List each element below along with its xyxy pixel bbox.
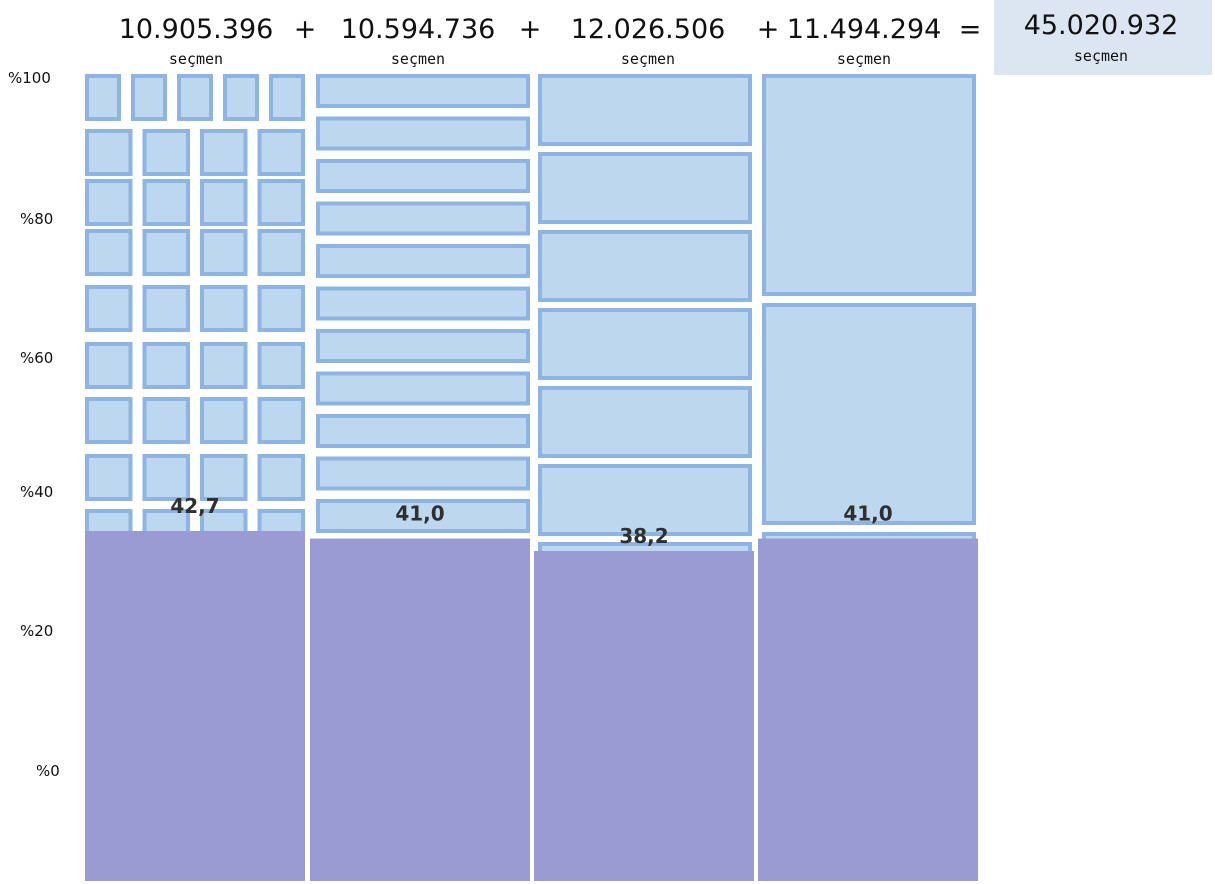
- unit-cell: [142, 342, 190, 389]
- unit-cell: [257, 454, 305, 501]
- unit-cell: [762, 74, 976, 296]
- unit-cell: [257, 342, 305, 389]
- unit-cell: [200, 179, 248, 226]
- unit-cell: [257, 397, 305, 444]
- unit-cell: [316, 244, 530, 278]
- y-tick-label: %0: [36, 762, 60, 780]
- unit-cell: [177, 74, 213, 121]
- unit-cell: [131, 74, 167, 121]
- unit-cell: [85, 229, 133, 276]
- y-tick-label: %60: [20, 349, 53, 367]
- unit-cell: [316, 371, 530, 406]
- unit-cell: [538, 386, 752, 458]
- data-label: 38,2: [619, 524, 668, 548]
- unit-cell: [200, 129, 248, 176]
- unit-cell: [538, 74, 752, 146]
- unit-cell: [257, 229, 305, 276]
- unit-cell: [762, 303, 976, 525]
- total-value: 45.020.932: [1024, 10, 1179, 41]
- category-label-4: 11.494.294: [787, 14, 942, 45]
- unit-cell: [269, 74, 305, 121]
- category-sublabel-4: seçmen: [837, 50, 891, 68]
- data-label: 42,7: [170, 494, 219, 518]
- plus-sign-2: +: [519, 14, 542, 45]
- bar: [310, 538, 530, 881]
- unit-cell: [85, 454, 133, 501]
- y-tick-label: %100: [8, 69, 51, 87]
- unit-cell: [200, 397, 248, 444]
- category-sublabel-1: seçmen: [169, 50, 223, 68]
- unit-cell: [200, 285, 248, 332]
- category-sublabel-3: seçmen: [621, 50, 675, 68]
- unit-cell: [316, 159, 530, 193]
- unit-cell: [142, 397, 190, 444]
- category-label-1: 10.905.396: [119, 14, 274, 45]
- unit-cell: [316, 456, 530, 491]
- bar: [85, 530, 305, 881]
- bar: [534, 551, 754, 881]
- unit-cell: [85, 285, 133, 332]
- unit-cell: [316, 499, 530, 533]
- plus-sign-3: +: [757, 14, 780, 45]
- unit-cell: [142, 179, 190, 226]
- bar: [758, 538, 978, 881]
- unit-cell: [257, 129, 305, 176]
- bars-layer: 42,7 41,0 38,2 41,0: [85, 494, 978, 881]
- unit-cell: [200, 454, 248, 501]
- unit-cell: [538, 464, 752, 536]
- unit-cell: [538, 308, 752, 380]
- unit-cell: [85, 179, 133, 226]
- unit-cell: [200, 342, 248, 389]
- unit-cell: [538, 230, 752, 302]
- category-label-3: 12.026.506: [571, 14, 726, 45]
- unit-cell: [142, 454, 190, 501]
- unit-cell: [142, 129, 190, 176]
- y-tick-label: %80: [20, 210, 53, 228]
- equals-sign: =: [959, 14, 982, 45]
- category-sublabel-2: seçmen: [391, 50, 445, 68]
- plus-sign-1: +: [294, 14, 317, 45]
- unit-cell: [316, 414, 530, 448]
- total-box: [994, 0, 1212, 75]
- unit-cell: [223, 74, 259, 121]
- data-label: 41,0: [843, 502, 892, 526]
- unit-cell: [142, 285, 190, 332]
- unit-cell: [200, 229, 248, 276]
- unit-cell: [257, 179, 305, 226]
- unit-cell: [316, 329, 530, 363]
- unit-cell: [257, 285, 305, 332]
- unit-cell: [316, 74, 530, 108]
- y-tick-label: %40: [20, 483, 53, 501]
- data-label: 41,0: [395, 502, 444, 526]
- unit-cell: [85, 397, 133, 444]
- unit-cell: [85, 129, 133, 176]
- unit-cell: [85, 74, 121, 121]
- category-label-2: 10.594.736: [341, 14, 496, 45]
- unit-cell: [85, 342, 133, 389]
- y-tick-label: %20: [20, 622, 53, 640]
- unit-cell: [316, 286, 530, 321]
- unit-cell: [538, 152, 752, 224]
- unit-cell: [142, 229, 190, 276]
- unit-cell: [316, 201, 530, 236]
- total-unit: seçmen: [1074, 47, 1128, 65]
- unit-cell: [316, 116, 530, 151]
